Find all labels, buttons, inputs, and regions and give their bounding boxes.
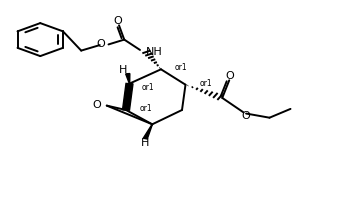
Text: O: O <box>241 111 250 121</box>
Text: O: O <box>96 39 105 50</box>
Text: NH: NH <box>146 47 162 57</box>
Text: or1: or1 <box>175 63 188 72</box>
Text: or1: or1 <box>140 104 153 113</box>
Polygon shape <box>122 83 133 110</box>
Text: H: H <box>119 65 128 75</box>
Text: H: H <box>141 138 149 148</box>
Text: or1: or1 <box>199 79 212 88</box>
Text: or1: or1 <box>142 83 154 92</box>
Text: O: O <box>113 16 122 26</box>
Text: O: O <box>226 71 234 81</box>
Polygon shape <box>126 73 130 84</box>
Polygon shape <box>143 124 152 139</box>
Text: O: O <box>92 100 102 110</box>
